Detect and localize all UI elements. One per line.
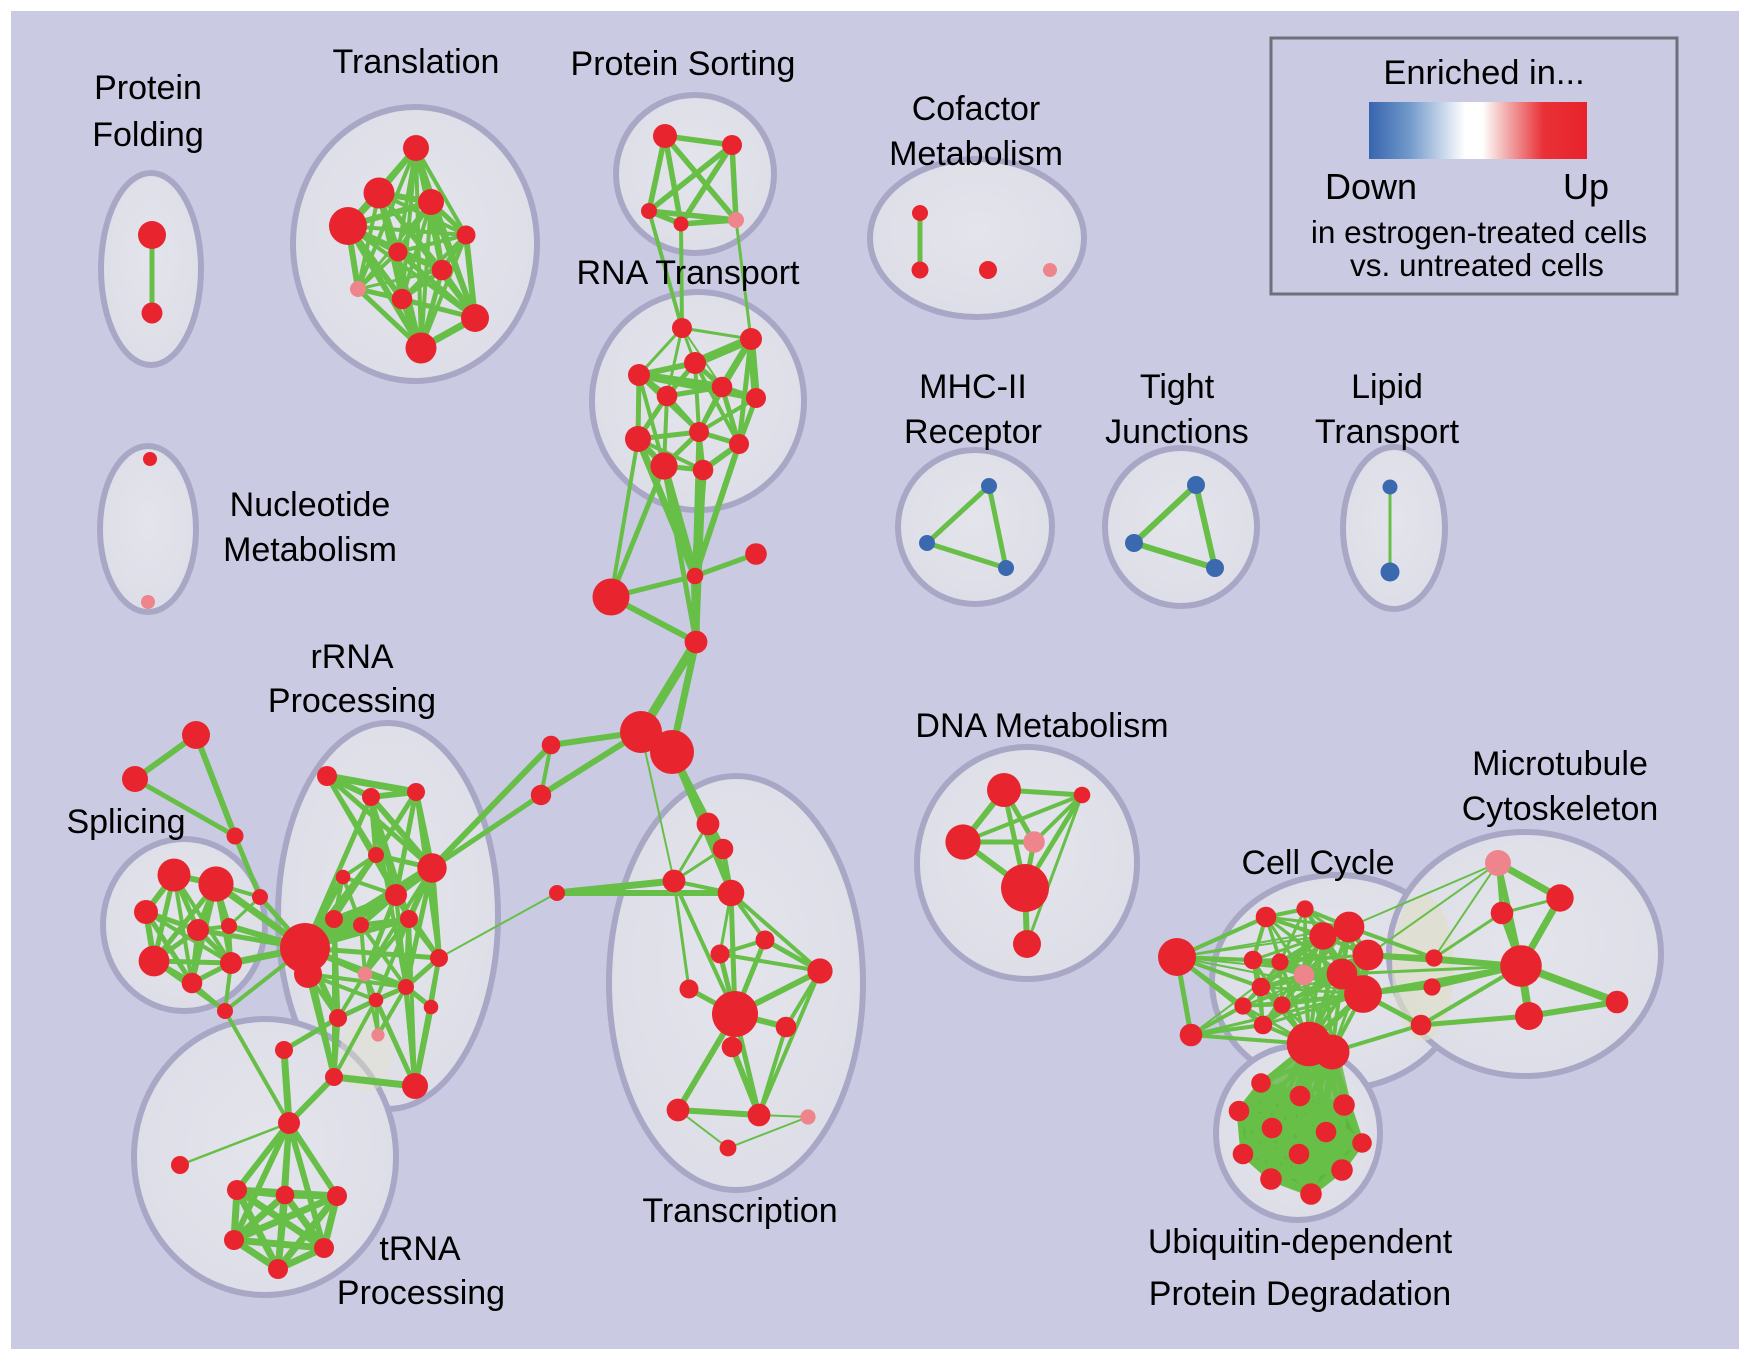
- svg-text:RNA Transport: RNA Transport: [577, 254, 801, 292]
- svg-text:Protein: Protein: [94, 69, 202, 107]
- svg-text:DNA Metabolism: DNA Metabolism: [915, 707, 1168, 745]
- svg-text:Transcription: Transcription: [642, 1192, 837, 1230]
- svg-text:Cytoskeleton: Cytoskeleton: [1462, 790, 1659, 828]
- svg-text:Processing: Processing: [337, 1274, 505, 1312]
- svg-text:tRNA: tRNA: [379, 1230, 461, 1268]
- svg-text:MHC-II: MHC-II: [919, 368, 1027, 406]
- svg-text:Transport: Transport: [1315, 413, 1460, 451]
- svg-text:Lipid: Lipid: [1351, 368, 1423, 406]
- svg-text:Enriched in...: Enriched in...: [1383, 54, 1584, 92]
- svg-text:Splicing: Splicing: [66, 803, 185, 841]
- svg-text:in estrogen-treated cells: in estrogen-treated cells: [1311, 214, 1647, 250]
- svg-text:Up: Up: [1563, 166, 1609, 207]
- svg-text:Microtubule: Microtubule: [1472, 745, 1648, 783]
- svg-text:Protein Degradation: Protein Degradation: [1149, 1275, 1451, 1313]
- svg-text:vs. untreated cells: vs. untreated cells: [1350, 247, 1604, 283]
- svg-text:Metabolism: Metabolism: [889, 135, 1063, 173]
- svg-text:rRNA: rRNA: [310, 638, 393, 676]
- svg-text:Junctions: Junctions: [1105, 413, 1249, 451]
- svg-text:Receptor: Receptor: [904, 413, 1042, 451]
- svg-text:Processing: Processing: [268, 682, 436, 720]
- svg-text:Metabolism: Metabolism: [223, 531, 397, 569]
- svg-text:Translation: Translation: [333, 43, 500, 81]
- svg-text:Down: Down: [1325, 166, 1417, 207]
- svg-text:Cell Cycle: Cell Cycle: [1241, 844, 1394, 882]
- svg-text:Nucleotide: Nucleotide: [230, 486, 391, 524]
- svg-text:Ubiquitin-dependent: Ubiquitin-dependent: [1148, 1223, 1453, 1261]
- svg-text:Cofactor: Cofactor: [912, 90, 1041, 128]
- svg-text:Protein Sorting: Protein Sorting: [571, 45, 796, 83]
- svg-text:Folding: Folding: [92, 116, 204, 154]
- svg-text:Tight: Tight: [1140, 368, 1215, 406]
